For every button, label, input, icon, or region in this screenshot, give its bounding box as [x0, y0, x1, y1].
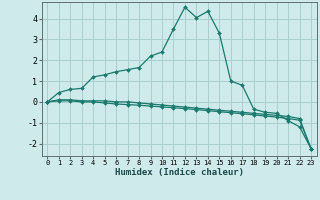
X-axis label: Humidex (Indice chaleur): Humidex (Indice chaleur) [115, 168, 244, 177]
